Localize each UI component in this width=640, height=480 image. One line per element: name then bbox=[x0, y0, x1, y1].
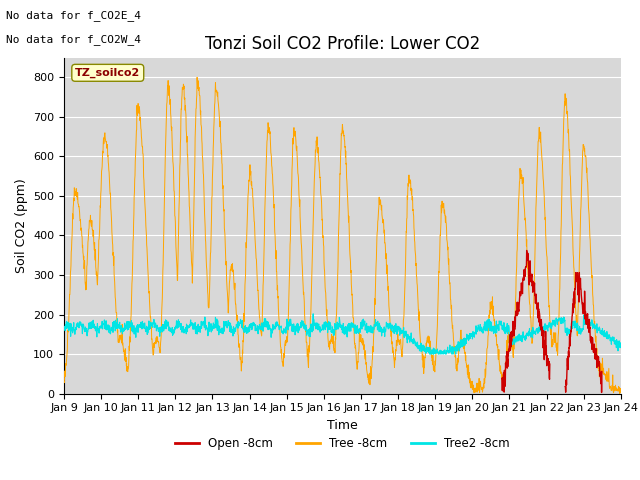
X-axis label: Time: Time bbox=[327, 419, 358, 432]
Text: No data for f_CO2W_4: No data for f_CO2W_4 bbox=[6, 34, 141, 45]
Y-axis label: Soil CO2 (ppm): Soil CO2 (ppm) bbox=[15, 178, 28, 273]
Text: TZ_soilco2: TZ_soilco2 bbox=[75, 68, 140, 78]
Title: Tonzi Soil CO2 Profile: Lower CO2: Tonzi Soil CO2 Profile: Lower CO2 bbox=[205, 35, 480, 53]
Text: No data for f_CO2E_4: No data for f_CO2E_4 bbox=[6, 10, 141, 21]
Legend: Open -8cm, Tree -8cm, Tree2 -8cm: Open -8cm, Tree -8cm, Tree2 -8cm bbox=[170, 432, 515, 455]
